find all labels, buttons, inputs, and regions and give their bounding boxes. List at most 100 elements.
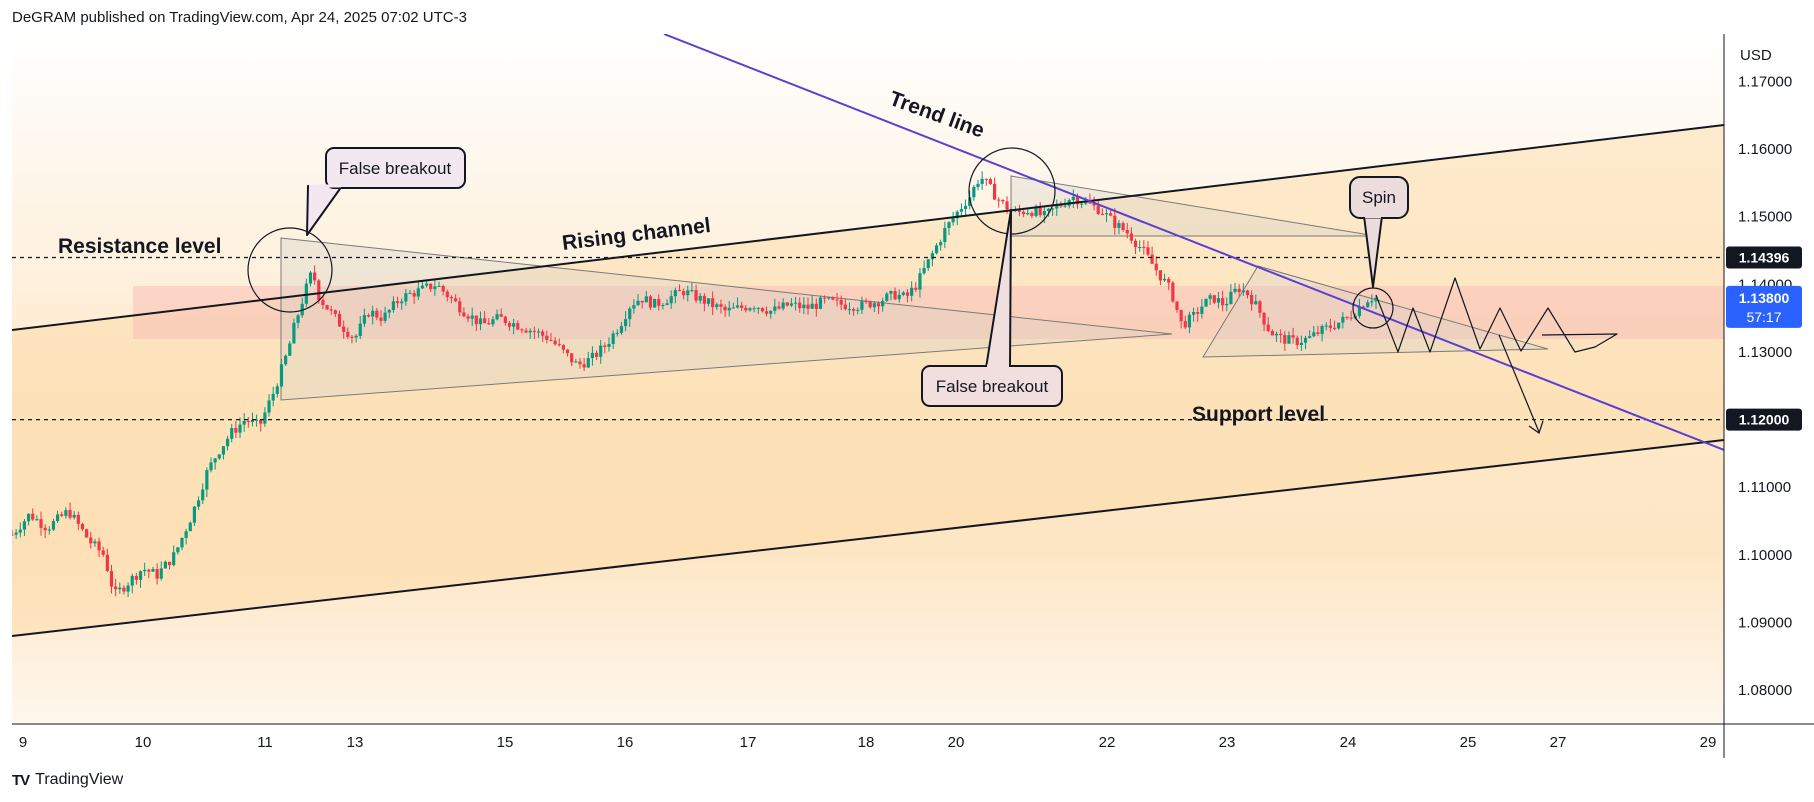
candle-body <box>740 305 744 308</box>
candle-body <box>1179 309 1183 322</box>
candle-body <box>1258 301 1262 313</box>
candle-body <box>379 317 383 321</box>
price-axis: 1.170001.160001.150001.140001.130001.120… <box>1738 73 1792 699</box>
candle-body <box>893 291 897 300</box>
rising-channel-upper-line <box>12 124 1724 331</box>
candle-body <box>574 361 578 363</box>
candle-body <box>1216 298 1221 303</box>
candle-body <box>404 293 408 302</box>
candle-body <box>172 552 176 566</box>
svg-text:False breakout: False breakout <box>339 159 452 178</box>
candle-body <box>599 345 603 357</box>
candle-body <box>889 291 893 294</box>
candle-body <box>267 400 271 413</box>
candle-body <box>1125 230 1129 234</box>
candle-body <box>22 521 27 530</box>
candle-body <box>756 307 760 309</box>
candle-body <box>731 307 735 309</box>
candle-body <box>810 303 814 309</box>
candle-body <box>860 301 864 310</box>
candle-body <box>68 510 72 518</box>
candle-body <box>793 302 798 304</box>
candle-body <box>196 500 201 507</box>
candle-body <box>1241 290 1245 293</box>
candle-body <box>1088 201 1092 204</box>
candle-body <box>694 290 698 301</box>
candle-body <box>856 309 860 311</box>
candle-body <box>72 514 76 518</box>
candle-body <box>358 323 362 336</box>
current-price-label: 1.13800 <box>1739 290 1790 306</box>
candle-body <box>1250 295 1254 305</box>
candle-body <box>495 314 499 320</box>
candle-body <box>433 286 437 290</box>
candle-body <box>1071 196 1075 201</box>
forecast-path <box>1375 277 1618 434</box>
candle-body <box>1030 212 1034 217</box>
candle-body <box>383 312 387 321</box>
candle-body <box>1109 213 1113 216</box>
candle-body <box>400 301 404 304</box>
candle-body <box>284 355 288 365</box>
candle-body <box>1337 322 1341 329</box>
callout-false-breakout-2: False breakout <box>921 209 1063 407</box>
candle-body <box>167 561 172 566</box>
candle-body <box>582 364 586 368</box>
candle-body <box>176 547 180 553</box>
candle-body <box>147 569 151 572</box>
candle-body <box>516 323 520 330</box>
candle-body <box>897 294 901 300</box>
candle-body <box>959 209 964 212</box>
candle-body <box>60 514 64 516</box>
candle-body <box>279 364 284 387</box>
candle-body <box>640 300 644 303</box>
candle-body <box>1270 331 1274 336</box>
candle-body <box>835 299 839 301</box>
tradingview-logo-icon: TV <box>12 771 30 789</box>
candle-body <box>789 303 794 306</box>
candle-body <box>487 323 491 325</box>
candle-body <box>682 291 686 296</box>
candle-body <box>818 297 823 309</box>
candle-body <box>926 259 930 269</box>
candle-body <box>590 352 595 359</box>
candle-body <box>798 302 802 309</box>
candle-body <box>1328 325 1332 328</box>
candle-body <box>499 314 503 317</box>
candle-body <box>607 343 611 347</box>
candle-body <box>611 333 615 344</box>
candle-body <box>715 304 719 308</box>
candle-body <box>288 343 292 356</box>
candle-body <box>520 329 524 331</box>
forecast-arrow-head <box>1528 420 1544 434</box>
candle-body <box>35 519 39 521</box>
candle-body <box>354 335 358 338</box>
candle-body <box>1154 263 1158 271</box>
candle-body <box>885 293 889 301</box>
candle-body <box>922 268 926 274</box>
candle-body <box>101 550 105 555</box>
candle-body <box>578 361 582 365</box>
candle-body <box>238 424 242 433</box>
candle-body <box>1225 303 1229 306</box>
candle-body <box>1274 333 1279 336</box>
candle-body <box>470 315 474 319</box>
x-tick-label: 27 <box>1550 734 1567 751</box>
candle-body <box>1357 306 1362 317</box>
x-tick-label: 10 <box>135 734 152 751</box>
candle-body <box>445 291 449 298</box>
candle-body <box>545 335 549 340</box>
triangle-pattern <box>280 237 1173 401</box>
candle-body <box>657 298 661 306</box>
candle-body <box>491 319 495 325</box>
candle-body <box>221 446 226 455</box>
candle-body <box>785 302 789 306</box>
candle-body <box>192 506 197 523</box>
candle-body <box>474 315 478 325</box>
candle-body <box>1001 199 1005 202</box>
candle-body <box>1254 301 1258 305</box>
candle-body <box>565 349 570 354</box>
x-tick-label: 24 <box>1340 734 1357 751</box>
candle-body <box>528 330 532 333</box>
